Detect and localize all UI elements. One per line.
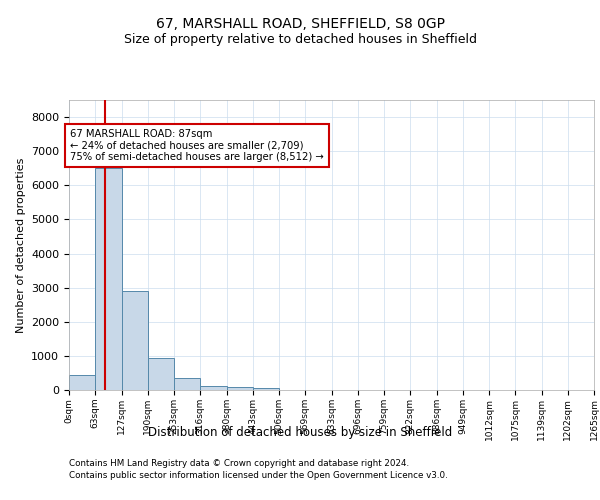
Bar [122,291,148,390]
Bar [200,386,227,390]
Bar [95,168,122,390]
Bar [174,378,200,390]
Text: Size of property relative to detached houses in Sheffield: Size of property relative to detached ho… [124,32,476,46]
Bar [148,358,174,390]
Text: Contains public sector information licensed under the Open Government Licence v3: Contains public sector information licen… [69,470,448,480]
Text: 67, MARSHALL ROAD, SHEFFIELD, S8 0GP: 67, MARSHALL ROAD, SHEFFIELD, S8 0GP [155,18,445,32]
Text: 67 MARSHALL ROAD: 87sqm
← 24% of detached houses are smaller (2,709)
75% of semi: 67 MARSHALL ROAD: 87sqm ← 24% of detache… [70,129,323,162]
Bar [69,374,95,390]
Bar [253,388,279,390]
Y-axis label: Number of detached properties: Number of detached properties [16,158,26,332]
Text: Contains HM Land Registry data © Crown copyright and database right 2024.: Contains HM Land Registry data © Crown c… [69,460,409,468]
Text: Distribution of detached houses by size in Sheffield: Distribution of detached houses by size … [148,426,452,439]
Bar [227,386,253,390]
